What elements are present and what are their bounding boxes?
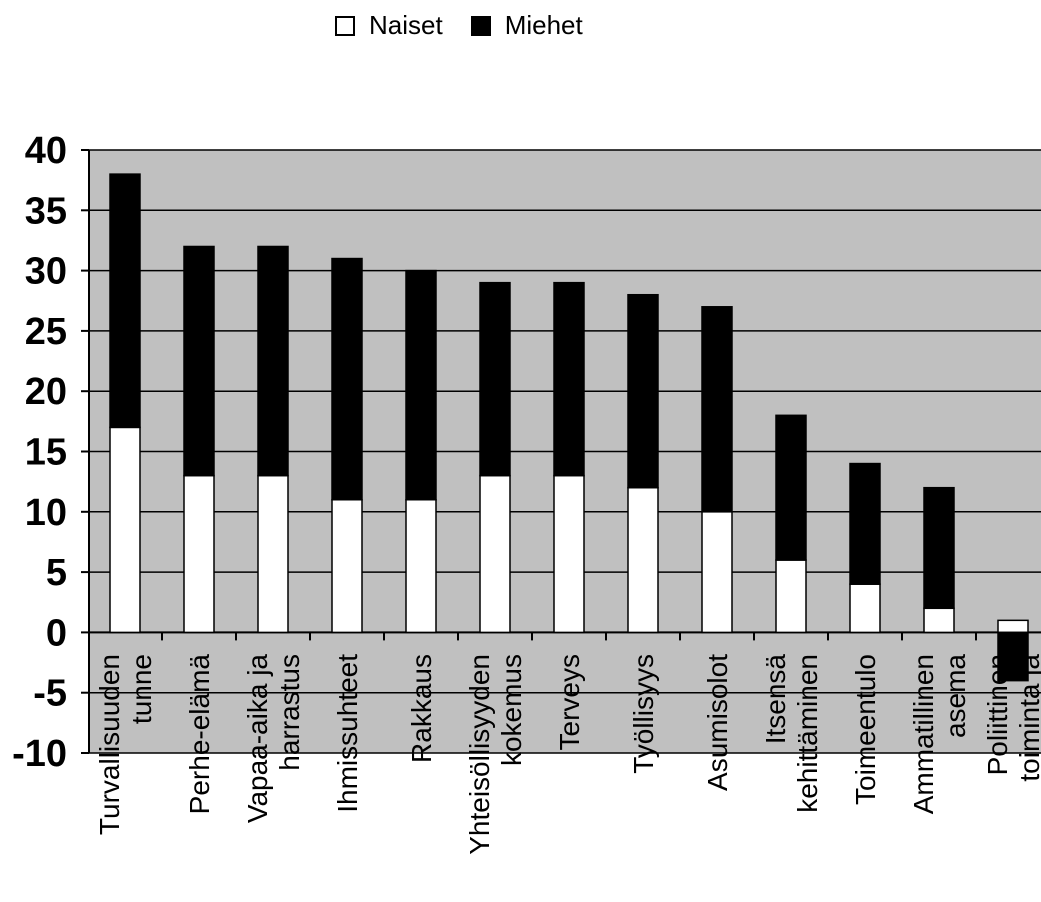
- bar-naiset: [997, 619, 1029, 634]
- bar-miehet: [775, 414, 807, 561]
- y-tick-label: -5: [33, 673, 67, 715]
- bar-miehet: [997, 631, 1029, 682]
- bar-naiset: [627, 486, 659, 634]
- x-tick-label: kokemus: [496, 654, 527, 766]
- x-tick-label: Itsensä: [760, 654, 791, 745]
- bar-naiset: [849, 583, 881, 634]
- y-tick-label: 0: [46, 612, 67, 654]
- x-tick-label: Ihmissuhteet: [332, 654, 363, 813]
- legend-label-naiset: Naiset: [369, 10, 443, 40]
- y-tick-label: 40: [25, 130, 67, 172]
- bar-naiset: [257, 474, 289, 634]
- y-tick-label: 20: [25, 371, 67, 413]
- bar-miehet: [331, 257, 363, 501]
- x-tick-label: Työllisyys: [628, 654, 659, 774]
- bar-miehet: [553, 281, 585, 477]
- bar-naiset: [923, 607, 955, 634]
- x-tick-label: asema: [940, 654, 971, 738]
- x-tick-label: toiminta ja: [1014, 654, 1041, 782]
- y-tick-label: 35: [25, 190, 67, 232]
- x-tick-label: Rakkaus: [406, 654, 437, 763]
- y-tick-label: 25: [25, 311, 67, 353]
- x-tick-label: tunne: [126, 654, 157, 724]
- bar-naiset: [775, 559, 807, 634]
- legend-swatch-naiset: [335, 15, 355, 36]
- x-tick-label: Asumisolot: [702, 654, 733, 791]
- x-tick-label: kehittäminen: [792, 654, 823, 813]
- x-tick-label: Toimeentulo: [850, 654, 881, 805]
- bar-miehet: [405, 269, 437, 501]
- bar-miehet: [923, 486, 955, 610]
- bar-miehet: [701, 306, 733, 513]
- x-tick-label: Vapaa-aika ja: [242, 654, 273, 824]
- bar-naiset: [701, 511, 733, 634]
- legend: Naiset Miehet: [335, 10, 601, 41]
- legend-item-miehet: Miehet: [470, 10, 583, 41]
- x-tick-label: Ammatillinen: [908, 654, 939, 814]
- y-tick-label: 15: [25, 432, 67, 474]
- bar-miehet: [183, 245, 215, 477]
- y-tick-label: 30: [25, 251, 67, 293]
- bar-naiset: [553, 474, 585, 634]
- bar-naiset: [331, 498, 363, 634]
- x-tick-label: Poliittinen: [982, 654, 1013, 775]
- y-tick-label: 5: [46, 552, 67, 594]
- y-tick-label: 10: [25, 492, 67, 534]
- bar-naiset: [479, 474, 511, 634]
- legend-swatch-miehet: [470, 15, 491, 36]
- x-tick-label: harrastus: [274, 654, 305, 771]
- bar-miehet: [109, 173, 141, 429]
- bar-miehet: [849, 462, 881, 585]
- x-tick-label: Turvallisuuden: [94, 654, 125, 835]
- legend-item-naiset: Naiset: [335, 10, 443, 41]
- legend-label-miehet: Miehet: [504, 10, 583, 40]
- bar-naiset: [183, 474, 215, 634]
- x-tick-label: Perhe-elämä: [184, 654, 215, 815]
- x-tick-label: Terveys: [554, 654, 585, 750]
- bar-miehet: [627, 293, 659, 489]
- bar-naiset: [109, 426, 141, 634]
- bar-naiset: [405, 498, 437, 634]
- bar-miehet: [257, 245, 289, 477]
- bar-miehet: [479, 281, 511, 477]
- y-tick-label: -10: [12, 733, 67, 775]
- x-tick-label: Yhteisöllisyyden: [464, 654, 495, 855]
